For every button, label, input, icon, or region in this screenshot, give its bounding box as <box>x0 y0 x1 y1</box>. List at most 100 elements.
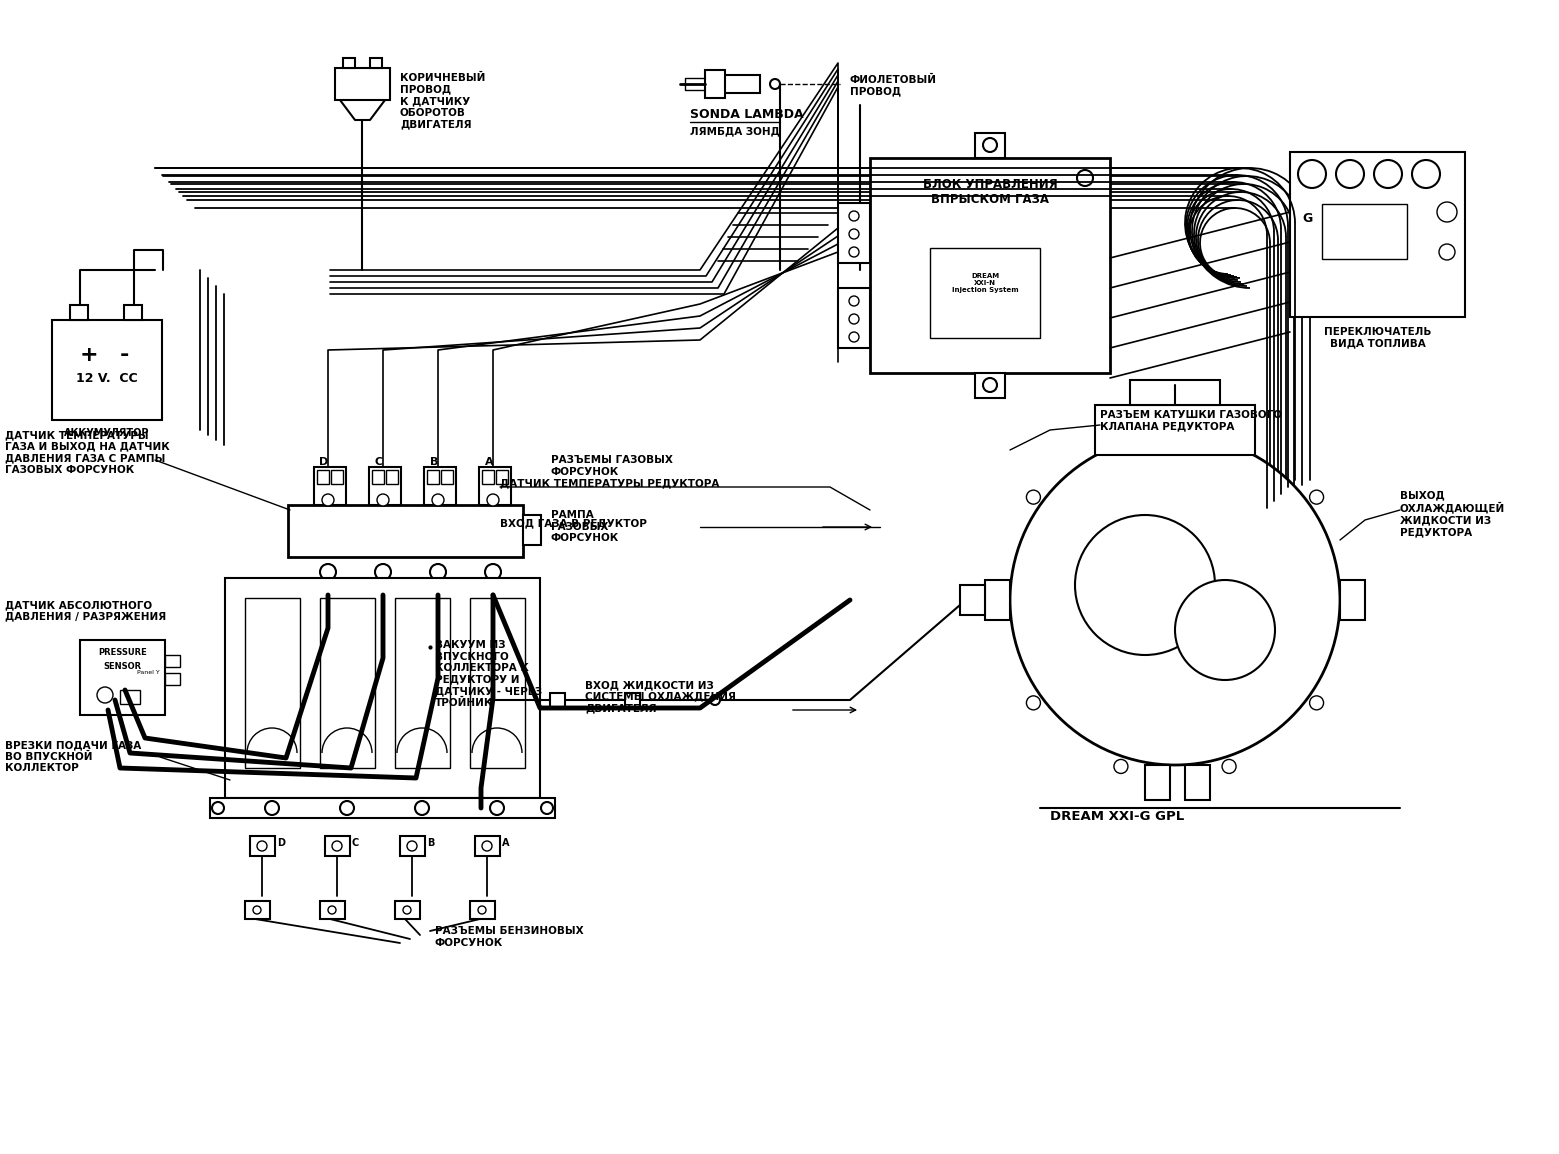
Circle shape <box>850 332 859 342</box>
Text: КОРИЧНЕВЫЙ
ПРОВОД
К ДАТЧИКУ
ОБОРОТОВ
ДВИГАТЕЛЯ: КОРИЧНЕВЫЙ ПРОВОД К ДАТЧИКУ ОБОРОТОВ ДВИ… <box>401 73 485 129</box>
Circle shape <box>1175 580 1275 680</box>
Text: ФИОЛЕТОВЫЙ
ПРОВОД: ФИОЛЕТОВЫЙ ПРОВОД <box>850 75 937 97</box>
Text: АККУМУЛЯТОР: АККУМУЛЯТОР <box>64 428 150 439</box>
Circle shape <box>1342 593 1356 607</box>
Text: D: D <box>278 838 285 848</box>
Circle shape <box>709 695 720 705</box>
Circle shape <box>850 247 859 257</box>
Circle shape <box>1437 202 1458 222</box>
Text: Panel Y: Panel Y <box>137 670 161 675</box>
Circle shape <box>482 841 493 850</box>
Bar <box>482 470 494 484</box>
Bar <box>320 598 376 769</box>
Bar <box>245 901 270 919</box>
Bar <box>839 203 870 263</box>
Circle shape <box>984 379 998 392</box>
Circle shape <box>850 228 859 239</box>
Bar <box>496 470 508 484</box>
Text: ПЕРЕКЛЮЧАТЕЛЬ
ВИДА ТОПЛИВА: ПЕРЕКЛЮЧАТЕЛЬ ВИДА ТОПЛИВА <box>1324 327 1431 349</box>
Bar <box>469 598 525 769</box>
Bar <box>249 835 274 856</box>
Circle shape <box>265 801 279 815</box>
Circle shape <box>323 590 334 600</box>
Bar <box>335 68 390 100</box>
Circle shape <box>486 494 499 505</box>
Circle shape <box>407 841 416 850</box>
Bar <box>394 901 419 919</box>
Text: C: C <box>352 838 359 848</box>
Bar <box>974 373 1006 398</box>
Bar <box>324 835 351 856</box>
Circle shape <box>1077 170 1093 186</box>
Bar <box>1144 765 1169 800</box>
Text: DREAM XXI-G GPL: DREAM XXI-G GPL <box>1051 810 1185 823</box>
Bar <box>427 470 440 484</box>
Text: ВАКУУМ ИЗ
ВПУСКНОГО
КОЛЛЕКТОРА К
РЕДУКТОРУ И
ДАТЧИКУ - ЧЕРЕЗ
ТРОЙНИК: ВАКУУМ ИЗ ВПУСКНОГО КОЛЛЕКТОРА К РЕДУКТО… <box>435 640 543 709</box>
Bar <box>1341 580 1366 620</box>
Circle shape <box>377 590 388 600</box>
Circle shape <box>376 564 391 580</box>
Circle shape <box>1336 160 1364 188</box>
Bar <box>705 70 725 98</box>
Text: -: - <box>120 345 129 365</box>
Bar <box>839 288 870 349</box>
Circle shape <box>850 314 859 324</box>
Circle shape <box>479 906 486 914</box>
Text: РАЗЪЕМЫ ГАЗОВЫХ
ФОРСУНОК: РАЗЪЕМЫ ГАЗОВЫХ ФОРСУНОК <box>550 455 673 477</box>
Bar <box>369 467 401 505</box>
Bar <box>80 640 165 715</box>
Circle shape <box>1115 759 1127 773</box>
Bar <box>1322 204 1408 258</box>
Text: DREAM
XXI-N
Injection System: DREAM XXI-N Injection System <box>951 273 1018 293</box>
Bar <box>120 690 140 704</box>
Circle shape <box>541 802 553 814</box>
Text: ДАТЧИК ТЕМПЕРАТУРЫ
ГАЗА И ВЫХОД НА ДАТЧИК
ДАВЛЕНИЯ ГАЗА С РАМПЫ
ГАЗОВЫХ ФОРСУНОК: ДАТЧИК ТЕМПЕРАТУРЫ ГАЗА И ВЫХОД НА ДАТЧИ… <box>5 430 170 474</box>
Text: PRESSURE: PRESSURE <box>98 649 147 657</box>
Text: РАЗЪЕМ КАТУШКИ ГАЗОВОГО
КЛАПАНА РЕДУКТОРА: РАЗЪЕМ КАТУШКИ ГАЗОВОГО КЛАПАНА РЕДУКТОР… <box>1101 410 1281 432</box>
Circle shape <box>212 802 224 814</box>
Bar <box>316 470 329 484</box>
Bar <box>373 470 384 484</box>
Circle shape <box>97 687 112 703</box>
Bar <box>125 305 142 320</box>
Circle shape <box>1310 490 1324 504</box>
Bar <box>550 694 564 709</box>
Bar <box>369 58 382 68</box>
Circle shape <box>1310 696 1324 710</box>
Bar <box>441 470 454 484</box>
Bar <box>931 248 1040 338</box>
Text: БЛОК УПРАВЛЕНИЯ
ВПРЫСКОМ ГАЗА: БЛОК УПРАВЛЕНИЯ ВПРЫСКОМ ГАЗА <box>923 178 1057 207</box>
Bar <box>70 305 87 320</box>
Circle shape <box>1439 243 1455 260</box>
Circle shape <box>488 590 497 600</box>
Circle shape <box>1026 490 1040 504</box>
Bar <box>165 655 179 667</box>
Circle shape <box>320 564 337 580</box>
Circle shape <box>1299 160 1327 188</box>
Bar <box>288 505 522 557</box>
Bar <box>479 467 511 505</box>
Circle shape <box>1076 515 1214 655</box>
Circle shape <box>323 494 334 505</box>
Circle shape <box>377 494 390 505</box>
Bar <box>469 901 496 919</box>
Circle shape <box>1222 427 1236 441</box>
Bar <box>387 470 398 484</box>
Text: SENSOR: SENSOR <box>103 662 142 670</box>
Text: A: A <box>502 838 510 848</box>
Text: SONDA LAMBDA: SONDA LAMBDA <box>691 108 803 121</box>
Bar <box>343 58 355 68</box>
Bar <box>424 467 455 505</box>
Text: G: G <box>1302 212 1313 225</box>
Bar <box>522 515 541 545</box>
Circle shape <box>1010 435 1341 765</box>
Bar <box>985 580 1010 620</box>
Text: +: + <box>80 345 98 365</box>
Text: D: D <box>320 457 329 467</box>
Circle shape <box>850 295 859 306</box>
Bar <box>401 835 426 856</box>
Circle shape <box>433 590 443 600</box>
Bar <box>320 901 345 919</box>
Circle shape <box>1115 427 1127 441</box>
Circle shape <box>415 801 429 815</box>
